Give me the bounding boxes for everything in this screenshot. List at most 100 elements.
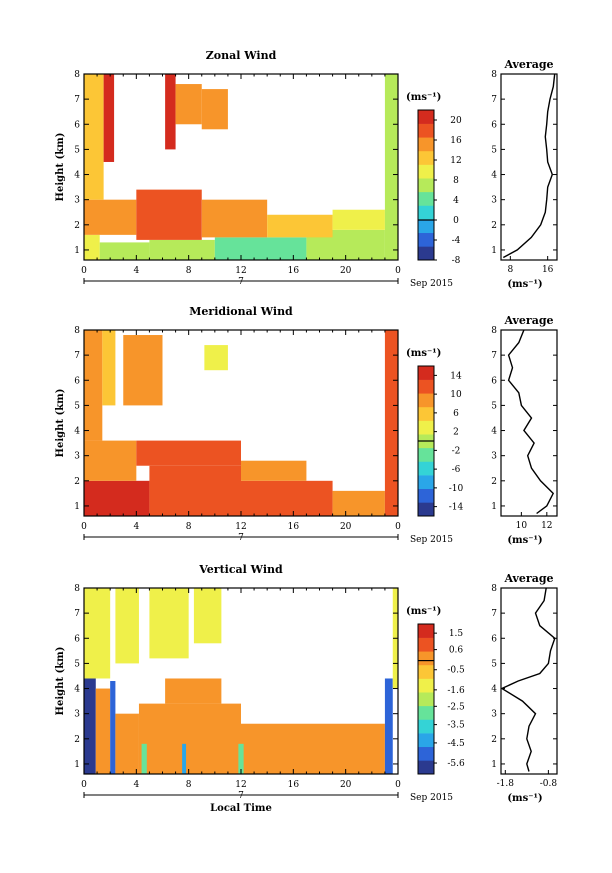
heatmap-cell <box>84 199 137 235</box>
colorbar-tick-label: 0 <box>453 216 459 226</box>
heatmap-cell <box>138 703 241 774</box>
colorbar-unit-label: (ms⁻¹) <box>406 606 441 617</box>
colorbar: (ms⁻¹) 1.5 0.6 -0.5 -1.6 -2.5 -3.5 -4.5 -5.6 <box>406 606 465 775</box>
colorbar-tick-label: 14 <box>450 371 462 381</box>
average-profile: Average 1 2 3 4 5 6 7 8 8 16(ms⁻¹) <box>491 58 558 290</box>
profile-y-tick-label: 6 <box>491 120 497 130</box>
profile-y-tick-label: 6 <box>491 376 497 386</box>
heatmap-cell <box>84 440 137 481</box>
profile-x-tick-label: -1.8 <box>497 779 515 789</box>
heatmap-cell <box>241 460 307 481</box>
colorbar-segment <box>418 678 434 693</box>
profile-y-tick-label: 4 <box>491 685 497 695</box>
colorbar-tick-label: 0.6 <box>449 646 464 656</box>
profile-x-tick-label: 12 <box>541 521 552 531</box>
profile-y-tick-label: 3 <box>491 196 497 206</box>
colorbar-tick-label: -2.5 <box>447 702 465 712</box>
colorbar-segment <box>418 246 434 261</box>
heatmap-cells <box>84 74 398 260</box>
profile-title: Average <box>503 314 553 327</box>
heatmap-cell <box>102 330 116 406</box>
profile-y-tick-label: 2 <box>491 477 497 487</box>
y-tick-label: 5 <box>74 401 80 411</box>
x-tick-label: 0 <box>395 780 401 790</box>
heatmap-cell <box>165 678 222 704</box>
colorbar-segment <box>418 692 434 707</box>
colorbar-tick-label: -4 <box>452 236 461 246</box>
heatmap-cell <box>115 588 139 664</box>
panel-title: Meridional Wind <box>189 305 293 318</box>
profile-y-tick-label: 1 <box>491 502 497 512</box>
x-tick-label: 8 <box>186 266 192 276</box>
heatmap-cell <box>204 345 228 371</box>
y-tick-label: 7 <box>74 95 80 105</box>
heatmap-cell <box>238 743 244 774</box>
heatmap-cell <box>182 743 187 774</box>
x-tick-label: 4 <box>133 266 139 276</box>
colorbar-segment <box>418 379 434 394</box>
colorbar-tick-label: -2 <box>452 446 461 456</box>
profile-y-tick-label: 5 <box>491 401 497 411</box>
y-tick-label: 8 <box>74 326 80 336</box>
heatmap-cell <box>241 723 385 774</box>
x-tick-label: 16 <box>288 522 300 532</box>
day-label: 7 <box>238 533 244 543</box>
colorbar-segment <box>418 719 434 734</box>
x-tick-label: 4 <box>133 522 139 532</box>
colorbar-tick-label: 2 <box>453 428 459 438</box>
y-tick-label: 8 <box>74 70 80 80</box>
colorbar-tick-label: -14 <box>449 503 464 513</box>
colorbar-tick-label: 4 <box>453 196 459 206</box>
colorbar-tick-label: -4.5 <box>447 739 465 749</box>
y-tick-label: 2 <box>74 221 80 231</box>
profile-y-tick-label: 1 <box>491 760 497 770</box>
x-tick-label: 8 <box>186 780 192 790</box>
y-tick-label: 1 <box>74 246 80 256</box>
profile-line <box>507 329 555 515</box>
profile-frame <box>500 329 558 517</box>
date-label: Sep 2015 <box>410 279 453 289</box>
profile-x-axis-label: (ms⁻¹) <box>507 793 542 804</box>
colorbar-segment <box>418 232 434 247</box>
heatmap-cell <box>136 189 202 240</box>
y-tick-label: 3 <box>74 452 80 462</box>
x-tick-label: 20 <box>340 522 352 532</box>
colorbar-segment <box>418 705 434 720</box>
colorbar-segment <box>418 760 434 775</box>
profile-y-tick-label: 4 <box>491 171 497 181</box>
heatmap-cell <box>99 242 150 260</box>
x-tick-label: 16 <box>288 780 300 790</box>
y-axis-label: Height (km) <box>55 133 66 202</box>
heatmap-cell <box>84 678 96 774</box>
heatmap-cell <box>193 588 222 644</box>
heatmap-cell <box>103 74 115 162</box>
colorbar-segment <box>418 137 434 152</box>
heatmap-cell <box>149 465 241 516</box>
colorbar-segment <box>418 123 434 138</box>
profile-line <box>500 587 556 772</box>
panel-title: Zonal Wind <box>206 49 277 62</box>
heatmap-cell <box>84 74 104 200</box>
y-tick-label: 7 <box>74 351 80 361</box>
colorbar-tick-label: -8 <box>452 256 461 266</box>
colorbar-segment <box>418 461 434 476</box>
x-tick-label: 0 <box>81 522 87 532</box>
heatmap-cells <box>84 588 398 774</box>
profile-y-tick-label: 8 <box>491 584 497 594</box>
heatmap-cell <box>267 214 333 238</box>
colorbar: (ms⁻¹) 14 10 6 2 -2 -6 -10 -14 <box>406 348 464 517</box>
profile-frame <box>500 587 558 775</box>
profile-x-axis-label: (ms⁻¹) <box>507 279 542 290</box>
profile-x-tick-label: 10 <box>516 521 528 531</box>
profile-y-tick-label: 7 <box>491 609 497 619</box>
colorbar-tick-label: -10 <box>449 484 464 494</box>
x-tick-label: 12 <box>235 266 246 276</box>
profile-y-tick-label: 8 <box>491 70 497 80</box>
profile-y-tick-label: 1 <box>491 246 497 256</box>
colorbar-segment <box>418 164 434 179</box>
colorbar-segment <box>418 488 434 503</box>
y-tick-label: 6 <box>74 120 80 130</box>
heatmap-cell <box>136 440 241 466</box>
